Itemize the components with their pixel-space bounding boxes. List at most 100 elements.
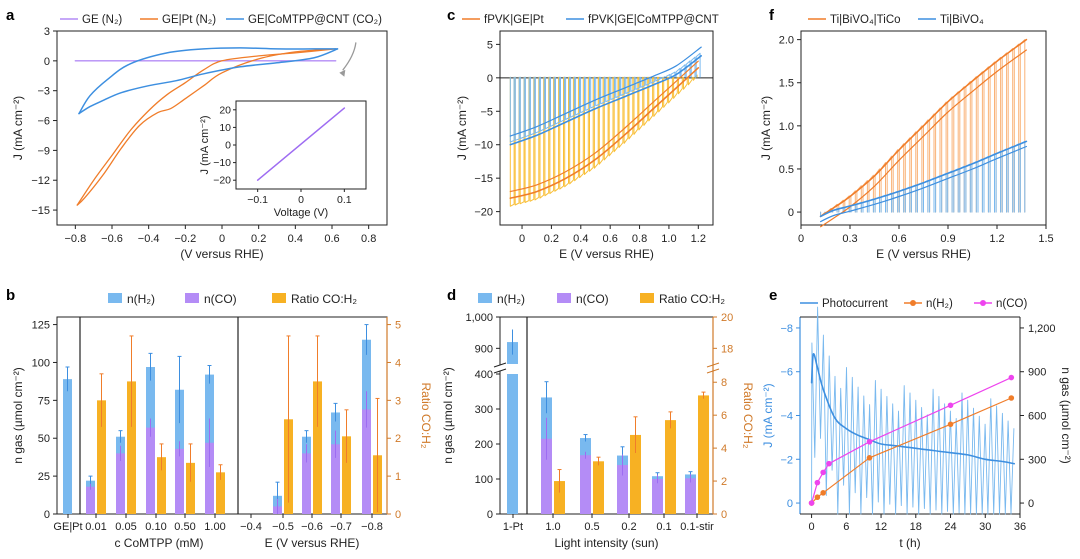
plot-b-xtick-label: 0.50 (174, 521, 195, 533)
plot-a-ytick-label: 0 (44, 56, 50, 68)
plot-b-xtick-label: −0.4 (240, 521, 262, 533)
plot-d-ylabel: n gas (µmol cm⁻²) (441, 367, 455, 464)
plot-e-point-co (808, 500, 815, 506)
plot-d-ytick-label: 300 (475, 404, 493, 416)
plot-f-ytick-label: 2.0 (779, 35, 794, 47)
plot-d-xtick-label: 1-Pt (503, 521, 523, 533)
plot-d-ytick-label: 0 (487, 509, 493, 521)
plot-d-bar-co (617, 465, 628, 514)
plot-d-xtick-label: 0.1 (656, 521, 671, 533)
plot-a-ytick-label: −15 (31, 205, 50, 217)
plot-e-ytick-label: −4 (780, 411, 793, 423)
plot-e-point-co (947, 402, 954, 409)
plot-b-ytick-label: 0 (44, 509, 50, 521)
plot-c-xlabel: E (V versus RHE) (559, 247, 654, 261)
plot-c-frame (499, 30, 714, 226)
plot-e-xlabel: t (h) (899, 536, 920, 550)
plot-c-line-comtpp (509, 55, 702, 146)
plot-f-ytick-label: 0.5 (779, 164, 794, 176)
plot-a-inset-xtick-label: −0.1 (247, 194, 268, 206)
plot-f-xlabel: E (V versus RHE) (876, 247, 971, 261)
plot-c-xtick-label: 0.4 (573, 233, 588, 245)
plot-b-ytick-right-label: 3 (395, 395, 401, 407)
plot-b-ytick-right-label: 4 (395, 357, 401, 369)
plot-a-inset-line (256, 107, 346, 181)
plot-a-xlabel: (V versus RHE) (180, 247, 263, 261)
plot-e-xtick-label: 36 (1014, 521, 1026, 533)
plot-f-legend-0-label: Ti|BiVO₄|TiCo (830, 14, 901, 26)
plot-d-ytick-label: 900 (475, 343, 493, 355)
plot-c-ytick-label: −15 (474, 173, 493, 185)
plot-d-ytick-label: 200 (475, 439, 493, 451)
plot-b-bar-ratio (216, 472, 225, 514)
plot-b-ylabel: n gas (µmol cm⁻²) (11, 367, 25, 464)
plot-c-ytick-label: 5 (487, 39, 493, 51)
plot-b-bar-ratio (186, 462, 195, 514)
plot-e-photocurrent (810, 353, 1015, 465)
plot-b-legend-label-2: Ratio CO:H₂ (291, 292, 357, 306)
plot-f-xtick-label: 0.3 (842, 233, 857, 245)
plot-c-xtick-label: 0.6 (603, 233, 618, 245)
plot-a-inset-xlabel: Voltage (V) (274, 207, 328, 219)
plot-c-chopped-comtpp (509, 52, 701, 143)
plot-b-xtick-label: 0.05 (115, 521, 136, 533)
plot-c-ytick-label: −20 (474, 207, 493, 219)
plot-f-ytick-label: 1.5 (779, 78, 794, 90)
plot-c-line-pt (509, 67, 700, 199)
plot-f-ytick-label: 1.0 (779, 121, 794, 133)
plot-c-xtick-label: 1.2 (691, 233, 706, 245)
plot-b-ytick-label: 50 (38, 433, 50, 445)
plot-b-ytick-right-label: 0 (395, 509, 401, 521)
plot-d-ytick-label: 1,000 (465, 312, 493, 324)
plot-b-xtick-label: −0.6 (301, 521, 323, 533)
plot-e-point-h2 (820, 490, 826, 496)
plot-d-ytick-right-label: 4 (721, 443, 727, 455)
plot-b-bar-co (86, 486, 95, 514)
plot-e-photocurrent-spikes (811, 306, 1015, 515)
plot-a-xtick-label: −0.6 (101, 233, 123, 245)
plot-d-ytick-right-label: 18 (721, 343, 733, 355)
plot-f-xtick-label: 0.6 (891, 233, 906, 245)
plot-f-line-tico (819, 38, 1028, 218)
plot-a-xtick-label: −0.2 (174, 233, 196, 245)
plot-e-xtick-label: 18 (910, 521, 922, 533)
plot-a-line-pt-reverse (76, 48, 337, 206)
plot-b-bar-ratio (313, 381, 322, 514)
plot-c-legend-1-label: fPVK|GE|CoMTPP@CNT (588, 14, 719, 26)
plot-b-xtick-label: 0.01 (85, 521, 106, 533)
plot-a-inset-ytick-label: 20 (219, 104, 231, 116)
plot-a-sweep-arrowhead (339, 69, 346, 77)
plot-d-bar-ratio (630, 434, 641, 514)
plot-e-xtick-label: 12 (875, 521, 887, 533)
plot-b-bar-ratio (127, 381, 136, 514)
plot-f-xtick-label: 0.9 (940, 233, 955, 245)
plot-d-ytick-right-label: 20 (721, 312, 733, 324)
plot-f-frame (800, 30, 1047, 226)
plot-d-ytick-right-label: 0 (721, 509, 727, 521)
plot-b-xtick-label: GE|Pt (53, 521, 82, 533)
plot-d-legend-label-2: Ratio CO:H₂ (659, 292, 725, 306)
plot-a-xtick-label: −0.4 (138, 233, 160, 245)
plot-a-inset-ytick-label: −10 (213, 157, 231, 169)
plot-d-ytick-label: 400 (475, 369, 493, 381)
plot-b-bar-ratio (342, 436, 351, 514)
plot-b-legend-swatch-2 (272, 293, 286, 303)
plot-d-xtick-label: 0.2 (621, 521, 636, 533)
plot-d-break-left-2 (493, 368, 507, 374)
plot-a-line-comtpp-reverse (78, 47, 339, 115)
plot-b-legend-swatch-1 (185, 293, 199, 303)
plot-e-ylabel: J (mA cm⁻²) (761, 383, 775, 447)
plot-d-bar-ratio (554, 481, 565, 514)
plot-e-legend-2-marker (980, 300, 986, 306)
plot-f-xtick-label: 0 (798, 233, 804, 245)
plot-b-legend-label-1: n(CO) (204, 292, 237, 306)
plot-b-ytick-label: 125 (32, 320, 50, 332)
plot-a-legend-1-label: GE|Pt (N₂) (162, 14, 216, 26)
plot-d-legend-swatch-2 (640, 293, 654, 303)
plot-a-ytick-label: 3 (44, 26, 50, 38)
plot-b-bar-h2 (63, 379, 72, 514)
plot-b-xtick-label: 0.10 (145, 521, 166, 533)
plot-e-ylabel-right: n gas (µmol cm⁻²) (1059, 367, 1073, 464)
plot-f-ylabel: J (mA cm⁻²) (759, 96, 773, 160)
plot-e-point-co (814, 479, 821, 486)
